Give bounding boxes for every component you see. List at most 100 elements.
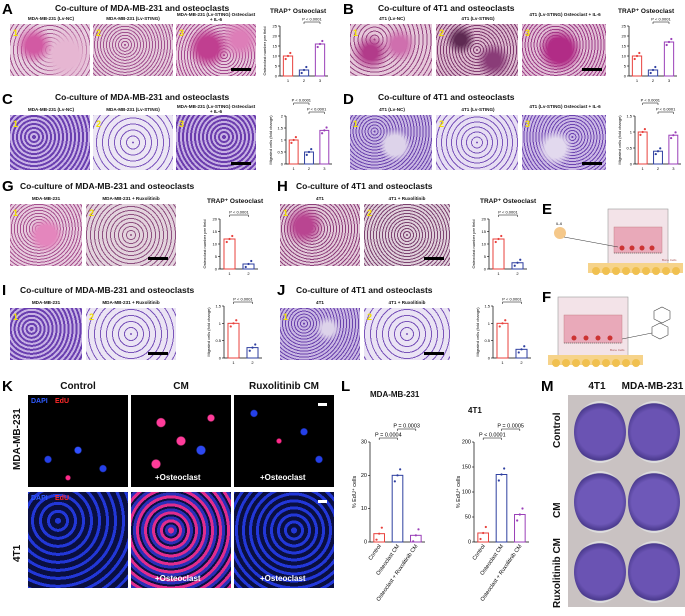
- scale-bar: [231, 68, 251, 71]
- crystal-violet-well: [628, 541, 680, 603]
- crystal-violet-well: [574, 401, 626, 463]
- data-point: [517, 351, 520, 354]
- y-tick-label: 25: [622, 24, 627, 29]
- scale-bar: [318, 403, 327, 406]
- image-label: 4T1 (Lv-NC): [379, 16, 405, 21]
- bar: [653, 150, 663, 165]
- data-point: [375, 538, 378, 541]
- micrograph: 2: [86, 308, 176, 360]
- plate-background: [568, 395, 685, 607]
- bar: [319, 129, 330, 165]
- data-point: [232, 322, 235, 325]
- y-tick-label: 0: [488, 356, 491, 361]
- image-label: MDA-MB-231 (Lv-STING) Osteoclast + IL-6: [176, 104, 256, 114]
- significance-bracket: [397, 428, 417, 431]
- data-point: [321, 39, 324, 43]
- y-axis-label: % EdU⁺ cells: [455, 475, 462, 508]
- fluorescence-image: +Osteoclast: [131, 395, 231, 487]
- p-value-label: P = 0.0004: [375, 433, 402, 439]
- x-tick-label: Control: [368, 544, 383, 562]
- x-tick-label: 1: [497, 271, 500, 276]
- data-point: [247, 262, 250, 266]
- data-point: [399, 468, 402, 471]
- chart-subtitle: 4T1: [468, 406, 482, 415]
- y-tick-label: 1: [281, 138, 284, 143]
- data-point: [643, 128, 646, 131]
- panel-letter-a: A: [2, 1, 13, 18]
- micrograph: 2: [436, 115, 518, 170]
- y-tick-label: 1: [630, 130, 633, 135]
- image-number: 2: [89, 312, 95, 322]
- chart-j: 0 0.5 1 1.5 1 2 Migrated cells (fold change) P …: [475, 297, 531, 365]
- micrograph: 2: [364, 308, 450, 360]
- panel-j-title: Co-culture of 4T1 and osteoclasts: [296, 285, 433, 295]
- data-point: [290, 141, 293, 144]
- data-point: [672, 134, 675, 137]
- bar: [246, 347, 259, 359]
- osteoclast-tag: +Osteoclast: [260, 574, 306, 583]
- image-label: 4T1: [316, 300, 324, 305]
- y-tick-label: 50: [465, 515, 471, 521]
- y-tick-label: 200: [462, 440, 471, 446]
- image-number: 1: [13, 208, 19, 218]
- y-axis-label: Migrated cells (fold change): [268, 115, 273, 165]
- data-point: [235, 319, 238, 322]
- data-point: [635, 54, 639, 58]
- y-tick-label: 15: [213, 229, 218, 234]
- panel-i-title: Co-culture of MDA-MB-231 and osteoclasts: [20, 285, 195, 295]
- chart-i: 0 0.5 1 1.5 1 2 Migrated cells (fold change) P …: [206, 297, 262, 365]
- data-point: [380, 526, 383, 529]
- bar: [477, 532, 489, 543]
- image-number: 2: [439, 28, 445, 38]
- panel-letter-k: K: [2, 378, 13, 395]
- row-label: CM: [552, 502, 563, 518]
- y-axis-label: Osteoclast number per field: [202, 220, 207, 269]
- significance-bracket: [498, 214, 518, 217]
- chart-title: TRAP⁺ Osteoclast: [618, 8, 675, 15]
- data-point: [412, 540, 415, 543]
- data-point: [641, 130, 644, 134]
- image-label: MDA-MB-231 + Ruxolitinib: [102, 196, 160, 201]
- image-number: 3: [179, 28, 185, 38]
- x-tick-label: 1: [293, 166, 296, 171]
- x-tick-label: 1: [287, 78, 290, 83]
- micrograph: 1: [10, 308, 82, 360]
- significance-bracket: [482, 437, 502, 440]
- micrograph: 1: [10, 204, 82, 266]
- fluorescence-image: +Osteoclast: [234, 492, 334, 588]
- y-tick-label: 10: [213, 242, 218, 247]
- bar: [288, 139, 299, 165]
- image-label: 4T1 (Lv-STING) Osteoclast + IL-6: [529, 12, 601, 17]
- x-tick-label: 1: [228, 271, 231, 276]
- crystal-violet-well: [574, 541, 626, 603]
- data-point: [307, 150, 311, 154]
- y-tick-label: 0: [275, 74, 278, 79]
- data-point: [323, 129, 326, 132]
- data-point: [513, 264, 516, 267]
- image-number: 2: [439, 119, 445, 129]
- image-number: 3: [525, 119, 531, 129]
- panel-h-title: Co-culture of 4T1 and osteoclasts: [296, 181, 433, 191]
- micrograph: 1: [10, 24, 90, 76]
- bar: [496, 322, 509, 359]
- data-point: [294, 136, 297, 139]
- bar: [227, 322, 240, 359]
- scale-bar: [424, 257, 444, 260]
- data-point: [482, 531, 485, 535]
- data-point: [305, 153, 308, 156]
- fluorescence-image: DAPI EdU: [28, 395, 128, 487]
- image-label: 4T1 + Ruxolitinib: [388, 300, 426, 305]
- panel-letter-c: C: [2, 91, 13, 108]
- micrograph: 1: [10, 115, 90, 170]
- data-point: [225, 240, 228, 244]
- data-point: [500, 473, 503, 476]
- column-label: CM: [173, 381, 189, 392]
- x-tick-label: 2: [520, 360, 523, 365]
- x-tick-label: 1: [501, 360, 504, 365]
- data-point: [638, 51, 641, 55]
- panel-letter-f: F: [542, 289, 552, 306]
- edu-label: EdU: [55, 495, 69, 502]
- chart-g: 0 5 10 15 20 1 2 Osteoclast number per field P <…: [202, 210, 258, 276]
